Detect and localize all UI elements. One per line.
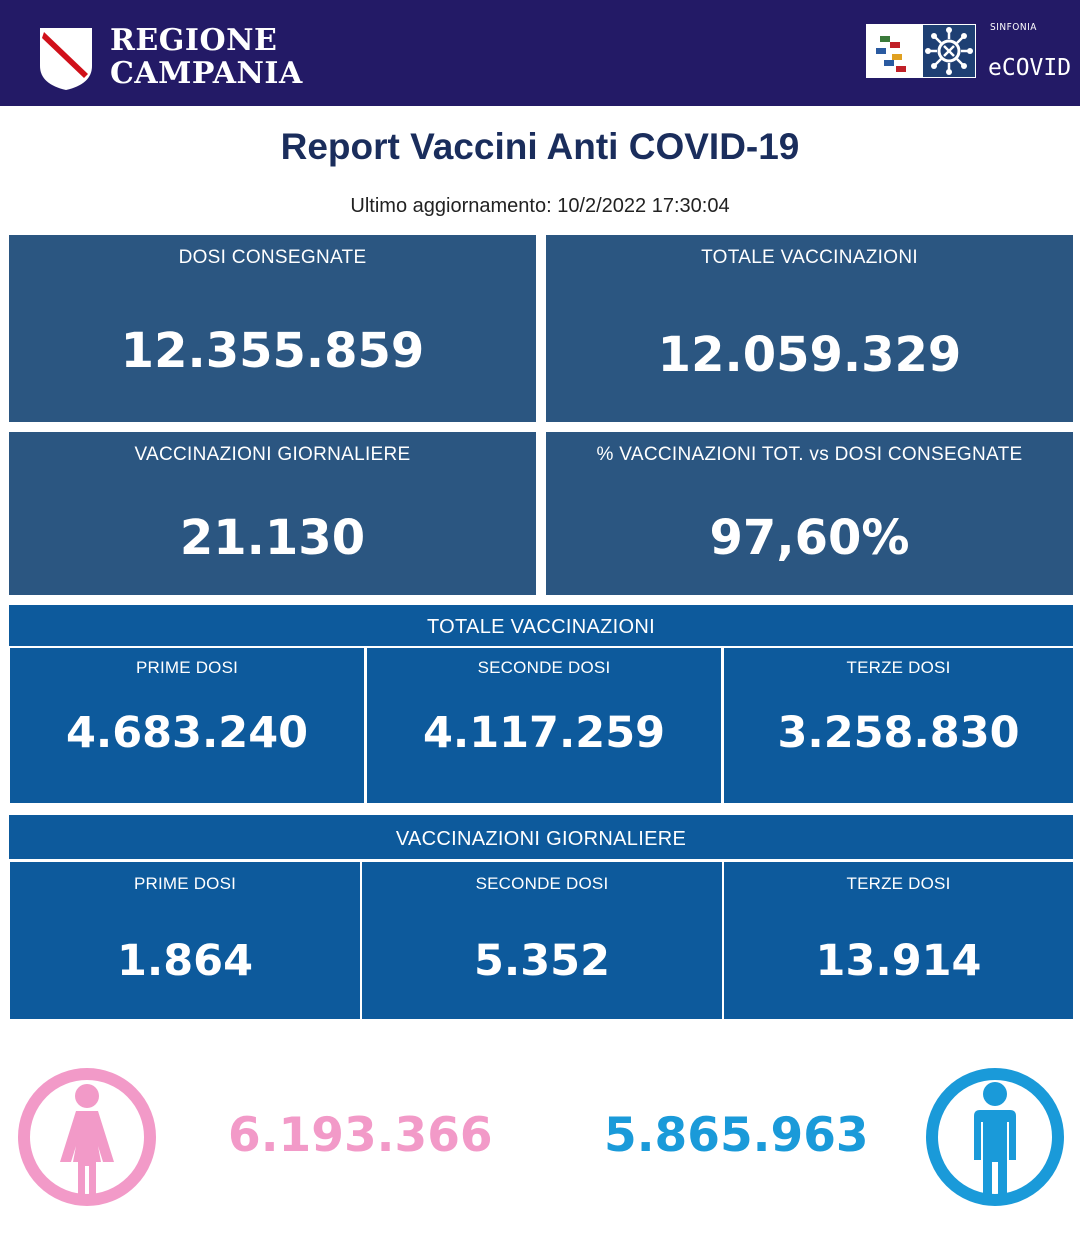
region-name: REGIONE CAMPANIA: [110, 24, 303, 90]
totale-seconde-dosi: SECONDE DOSI 4.117.259: [367, 648, 721, 803]
female-count: 6.193.366: [228, 1108, 493, 1163]
giornaliere-seconde-dosi: SECONDE DOSI 5.352: [362, 862, 722, 1019]
cell-value: 3.258.830: [777, 708, 1020, 758]
cell-label: TERZE DOSI: [846, 658, 951, 677]
card-percentuale: % VACCINAZIONI TOT. vs DOSI CONSEGNATE 9…: [546, 432, 1073, 595]
totale-terze-dosi: TERZE DOSI 3.258.830: [724, 648, 1073, 803]
male-person-icon: [926, 1068, 1064, 1206]
totale-prime-dosi: PRIME DOSI 4.683.240: [10, 648, 364, 803]
cell-value: 1.864: [116, 936, 253, 986]
region-name-line2: CAMPANIA: [110, 56, 303, 91]
card-value: 12.355.859: [120, 323, 425, 379]
cell-value: 13.914: [815, 936, 982, 986]
male-count: 5.865.963: [604, 1108, 869, 1163]
last-update-text: Ultimo aggiornamento: 10/2/2022 17:30:04: [350, 195, 730, 217]
card-totale-vaccinazioni: TOTALE VACCINAZIONI 12.059.329: [546, 235, 1073, 422]
brand-small-label: SINFONIA: [990, 22, 1037, 33]
cell-value: 4.117.259: [422, 708, 666, 758]
cell-label: PRIME DOSI: [133, 874, 237, 893]
totale-section-title: TOTALE VACCINAZIONI: [9, 605, 1073, 646]
card-label: VACCINAZIONI GIORNALIERE: [134, 444, 411, 465]
virus-icon: [923, 25, 975, 77]
cell-label: SECONDE DOSI: [475, 874, 609, 893]
card-label: DOSI CONSEGNATE: [178, 247, 367, 268]
report-title: Report Vaccini Anti COVID-19: [280, 126, 800, 167]
card-label: TOTALE VACCINAZIONI: [701, 247, 918, 268]
cell-value: 5.352: [473, 936, 610, 986]
giornaliere-prime-dosi: PRIME DOSI 1.864: [10, 862, 360, 1019]
card-value: 12.059.329: [657, 327, 962, 383]
cell-label: PRIME DOSI: [135, 658, 239, 677]
female-person-icon: [18, 1068, 156, 1206]
giornaliere-terze-dosi: TERZE DOSI 13.914: [724, 862, 1073, 1019]
region-name-line1: REGIONE: [110, 23, 278, 58]
cell-label: TERZE DOSI: [846, 874, 951, 893]
card-dosi-consegnate: DOSI CONSEGNATE 12.355.859: [9, 235, 536, 422]
card-value: 97,60%: [709, 510, 910, 566]
cell-label: SECONDE DOSI: [477, 658, 611, 677]
cell-value: 4.683.240: [65, 708, 309, 758]
card-vaccinazioni-giornaliere: VACCINAZIONI GIORNALIERE 21.130: [9, 432, 536, 595]
header-bar: REGIONE CAMPANIA SINFONIA eCOVID: [0, 0, 1080, 106]
campania-shield-icon: [40, 28, 92, 90]
giornaliere-section-title: VACCINAZIONI GIORNALIERE: [9, 815, 1073, 859]
card-value: 21.130: [179, 510, 366, 566]
brand-name: eCOVID: [988, 55, 1072, 81]
card-label: % VACCINAZIONI TOT. vs DOSI CONSEGNATE: [596, 444, 1023, 465]
